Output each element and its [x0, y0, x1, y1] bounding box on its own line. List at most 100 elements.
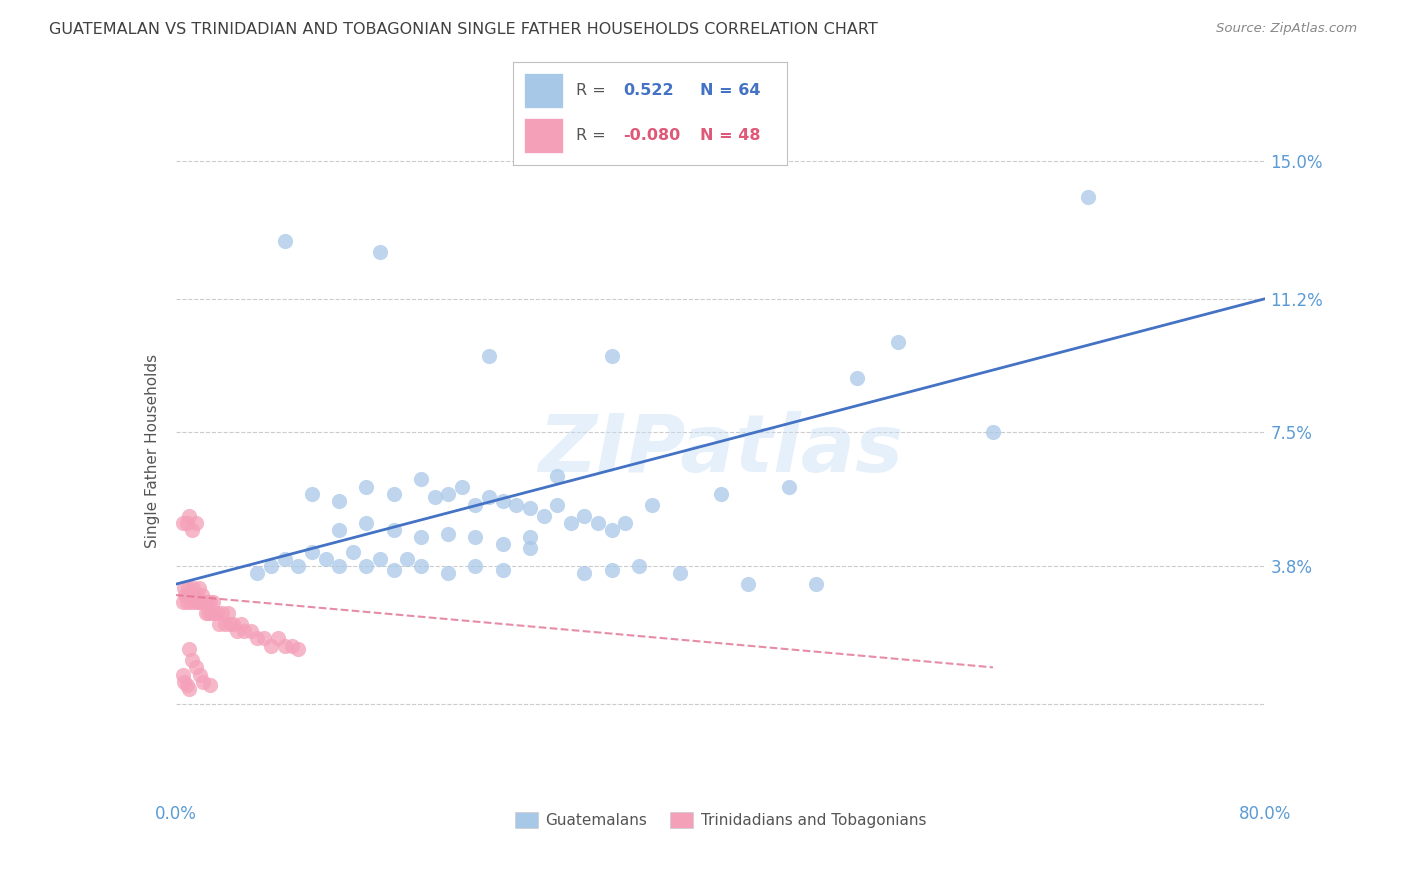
Point [328, 523, 350, 537]
Point [186, 660, 208, 674]
Point [328, 494, 350, 508]
Point [246, 566, 269, 581]
Point [191, 674, 214, 689]
Point [187, 581, 209, 595]
Point [600, 563, 623, 577]
Point [382, 523, 405, 537]
Bar [524, 73, 562, 108]
Point [177, 581, 200, 595]
Legend: Guatemalans, Trinidadians and Tobagonians: Guatemalans, Trinidadians and Tobagonian… [509, 806, 932, 834]
Y-axis label: Single Father Households: Single Father Households [145, 353, 160, 548]
Point [519, 530, 541, 544]
Point [668, 566, 690, 581]
Point [176, 678, 198, 692]
Point [219, 617, 242, 632]
Bar [524, 118, 562, 153]
Point [614, 516, 637, 530]
Point [437, 526, 460, 541]
Point [641, 498, 664, 512]
Point [186, 516, 208, 530]
Point [222, 617, 245, 632]
Point [217, 606, 239, 620]
Point [179, 508, 201, 523]
Text: 0.522: 0.522 [623, 83, 673, 97]
Point [600, 523, 623, 537]
Point [214, 617, 236, 632]
Point [181, 653, 204, 667]
Point [211, 606, 233, 620]
Point [274, 234, 297, 248]
Point [198, 678, 221, 692]
Point [533, 508, 555, 523]
Point [172, 595, 194, 609]
Point [179, 681, 201, 696]
Point [172, 516, 194, 530]
Point [396, 552, 419, 566]
Point [804, 577, 827, 591]
Text: R =: R = [576, 128, 606, 143]
Point [409, 530, 432, 544]
Point [202, 606, 225, 620]
Text: ZIPatlas: ZIPatlas [538, 411, 903, 490]
Point [176, 595, 198, 609]
Point [232, 624, 254, 639]
Point [183, 581, 205, 595]
Point [492, 537, 515, 551]
Point [226, 624, 249, 639]
Point [180, 595, 202, 609]
Point [437, 566, 460, 581]
Point [179, 588, 201, 602]
Point [778, 480, 800, 494]
Point [409, 559, 432, 574]
Point [239, 624, 262, 639]
Point [478, 350, 501, 364]
Point [574, 566, 596, 581]
Point [574, 508, 596, 523]
Point [505, 498, 527, 512]
Point [193, 595, 215, 609]
Text: R =: R = [576, 83, 606, 97]
Point [382, 563, 405, 577]
Point [519, 501, 541, 516]
Point [179, 642, 201, 657]
Point [600, 350, 623, 364]
Point [195, 595, 218, 609]
Point [546, 498, 568, 512]
Point [173, 581, 195, 595]
Point [492, 494, 515, 508]
Point [186, 588, 208, 602]
Point [368, 244, 391, 259]
Point [464, 498, 486, 512]
Point [190, 588, 212, 602]
Point [287, 642, 309, 657]
Point [464, 530, 486, 544]
Point [710, 487, 733, 501]
Point [342, 544, 364, 558]
Point [188, 595, 211, 609]
Point [280, 639, 302, 653]
Point [315, 552, 337, 566]
Point [184, 595, 207, 609]
Point [267, 632, 290, 646]
Point [845, 371, 868, 385]
Point [409, 472, 432, 486]
Point [546, 468, 568, 483]
Point [174, 588, 197, 602]
Point [886, 334, 908, 349]
Text: Source: ZipAtlas.com: Source: ZipAtlas.com [1216, 22, 1357, 36]
Point [287, 559, 309, 574]
Point [274, 639, 297, 653]
Point [301, 487, 323, 501]
Point [301, 544, 323, 558]
Point [181, 523, 204, 537]
Text: N = 48: N = 48 [700, 128, 761, 143]
Point [382, 487, 405, 501]
Point [253, 632, 276, 646]
Point [198, 595, 221, 609]
Point [188, 667, 211, 681]
Point [519, 541, 541, 555]
Point [586, 516, 609, 530]
Point [205, 606, 228, 620]
Point [172, 667, 194, 681]
Point [201, 595, 224, 609]
